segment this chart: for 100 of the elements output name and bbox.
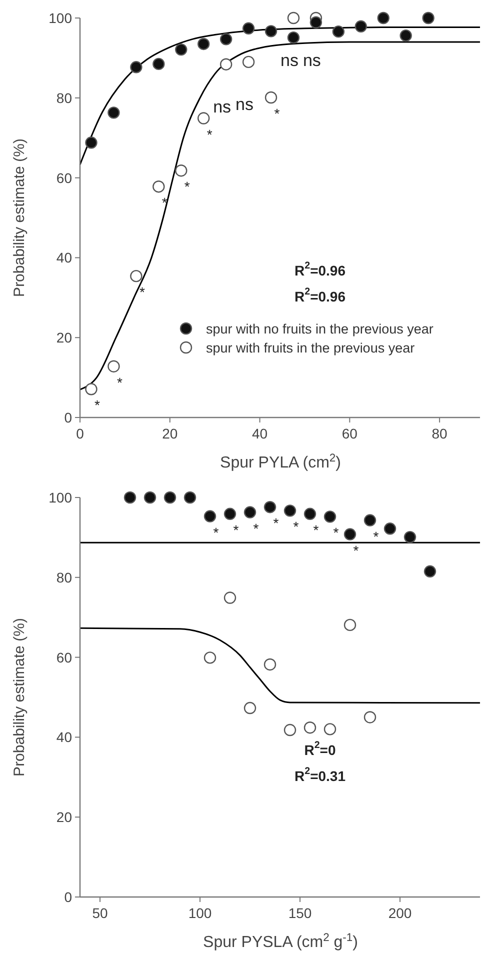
annotation: *	[253, 520, 260, 536]
annotation: *	[353, 542, 360, 558]
point	[152, 58, 165, 70]
point	[204, 652, 216, 664]
y-tick-label: 0	[64, 889, 72, 905]
x-tick-label: 50	[92, 905, 108, 921]
point	[264, 91, 278, 104]
y-tick-label: 40	[56, 729, 72, 746]
annotation: R$^{2}$=0	[304, 740, 336, 758]
y-tick-label: 60	[56, 170, 72, 186]
point	[204, 510, 216, 522]
point	[124, 491, 136, 504]
annotation: R$^{2}$=0.96	[294, 260, 346, 278]
annotation: *	[274, 105, 280, 122]
y-axis-title: Probability estimate (%)	[11, 138, 28, 297]
point	[422, 12, 434, 24]
point	[130, 61, 142, 74]
annotation: *	[94, 396, 101, 413]
annotation: ns	[236, 95, 254, 114]
annotation: R$^{2}$=0.31	[294, 766, 346, 784]
annotation: *	[373, 528, 380, 544]
x-tick-label: 0	[76, 426, 84, 442]
point	[152, 180, 165, 193]
point	[344, 618, 356, 632]
point	[220, 58, 232, 70]
point	[310, 16, 322, 28]
point	[108, 106, 120, 119]
point	[197, 38, 210, 50]
point	[354, 20, 367, 32]
annotation: *	[184, 178, 190, 194]
point	[244, 506, 256, 518]
legend-label: spur with fruits in the previous year	[206, 340, 416, 356]
x-tick-label: 40	[252, 426, 268, 442]
y-tick-label: 100	[48, 490, 72, 506]
point	[264, 25, 278, 38]
point	[404, 530, 416, 544]
point	[324, 510, 336, 523]
x-tick-label: 60	[342, 426, 358, 442]
point	[304, 508, 316, 520]
point	[344, 528, 356, 540]
point	[364, 514, 376, 526]
line-series	[79, 627, 481, 704]
x-axis-title: Spur PYSLA (cm$^{2}$ g$^{-1}$)	[203, 932, 358, 951]
point	[287, 12, 300, 24]
annotation: R$^{2}$=0.96	[294, 286, 346, 304]
point	[364, 711, 376, 724]
annotation: *	[116, 374, 123, 390]
point	[384, 522, 396, 535]
x-axis-title: Spur PYLA (cm$^{2}$)	[220, 452, 341, 472]
x-tick-label: 200	[388, 905, 412, 921]
point	[130, 270, 142, 282]
y-axis-title: Probability estimate (%)	[11, 618, 28, 776]
line-series	[79, 26, 481, 166]
y-tick-label: 80	[56, 90, 72, 106]
x-tick-label: 80	[432, 426, 448, 442]
point	[224, 592, 236, 604]
annotation: *	[206, 126, 213, 142]
point	[424, 565, 436, 578]
y-tick-label: 100	[48, 10, 72, 26]
point	[164, 491, 176, 504]
point	[287, 31, 300, 44]
point	[264, 500, 276, 514]
point	[175, 164, 188, 177]
point	[184, 491, 196, 504]
point	[108, 360, 120, 372]
point	[175, 43, 188, 56]
annotation: ns	[280, 51, 298, 70]
legend-label: spur with no fruits in the previous year	[206, 322, 434, 336]
annotation: *	[162, 194, 168, 210]
point	[244, 702, 256, 714]
point	[242, 56, 255, 68]
y-tick-label: 20	[56, 809, 72, 826]
x-tick-label: 150	[288, 905, 312, 921]
y-tick-label: 20	[56, 330, 72, 346]
annotation: *	[293, 518, 300, 534]
point	[377, 12, 390, 24]
y-tick-label: 80	[56, 569, 72, 586]
annotation: *	[233, 522, 240, 538]
point	[400, 29, 412, 42]
annotation: *	[273, 514, 280, 531]
annotation: ns	[213, 98, 232, 117]
x-tick-label: 20	[162, 426, 178, 442]
annotation: *	[139, 284, 146, 300]
point	[85, 383, 98, 396]
line-series	[79, 41, 481, 390]
annotation: *	[313, 522, 320, 538]
point	[220, 33, 232, 46]
point	[242, 22, 255, 34]
y-tick-label: 40	[56, 250, 72, 266]
annotation: *	[213, 524, 220, 540]
x-tick-label: 100	[188, 905, 212, 921]
point	[144, 491, 156, 504]
annotation: ns	[302, 51, 321, 70]
y-tick-label: 60	[56, 649, 72, 666]
point	[332, 25, 345, 38]
point	[197, 112, 210, 124]
point	[304, 722, 316, 734]
point	[284, 504, 296, 517]
point	[284, 724, 296, 736]
point	[264, 658, 276, 671]
